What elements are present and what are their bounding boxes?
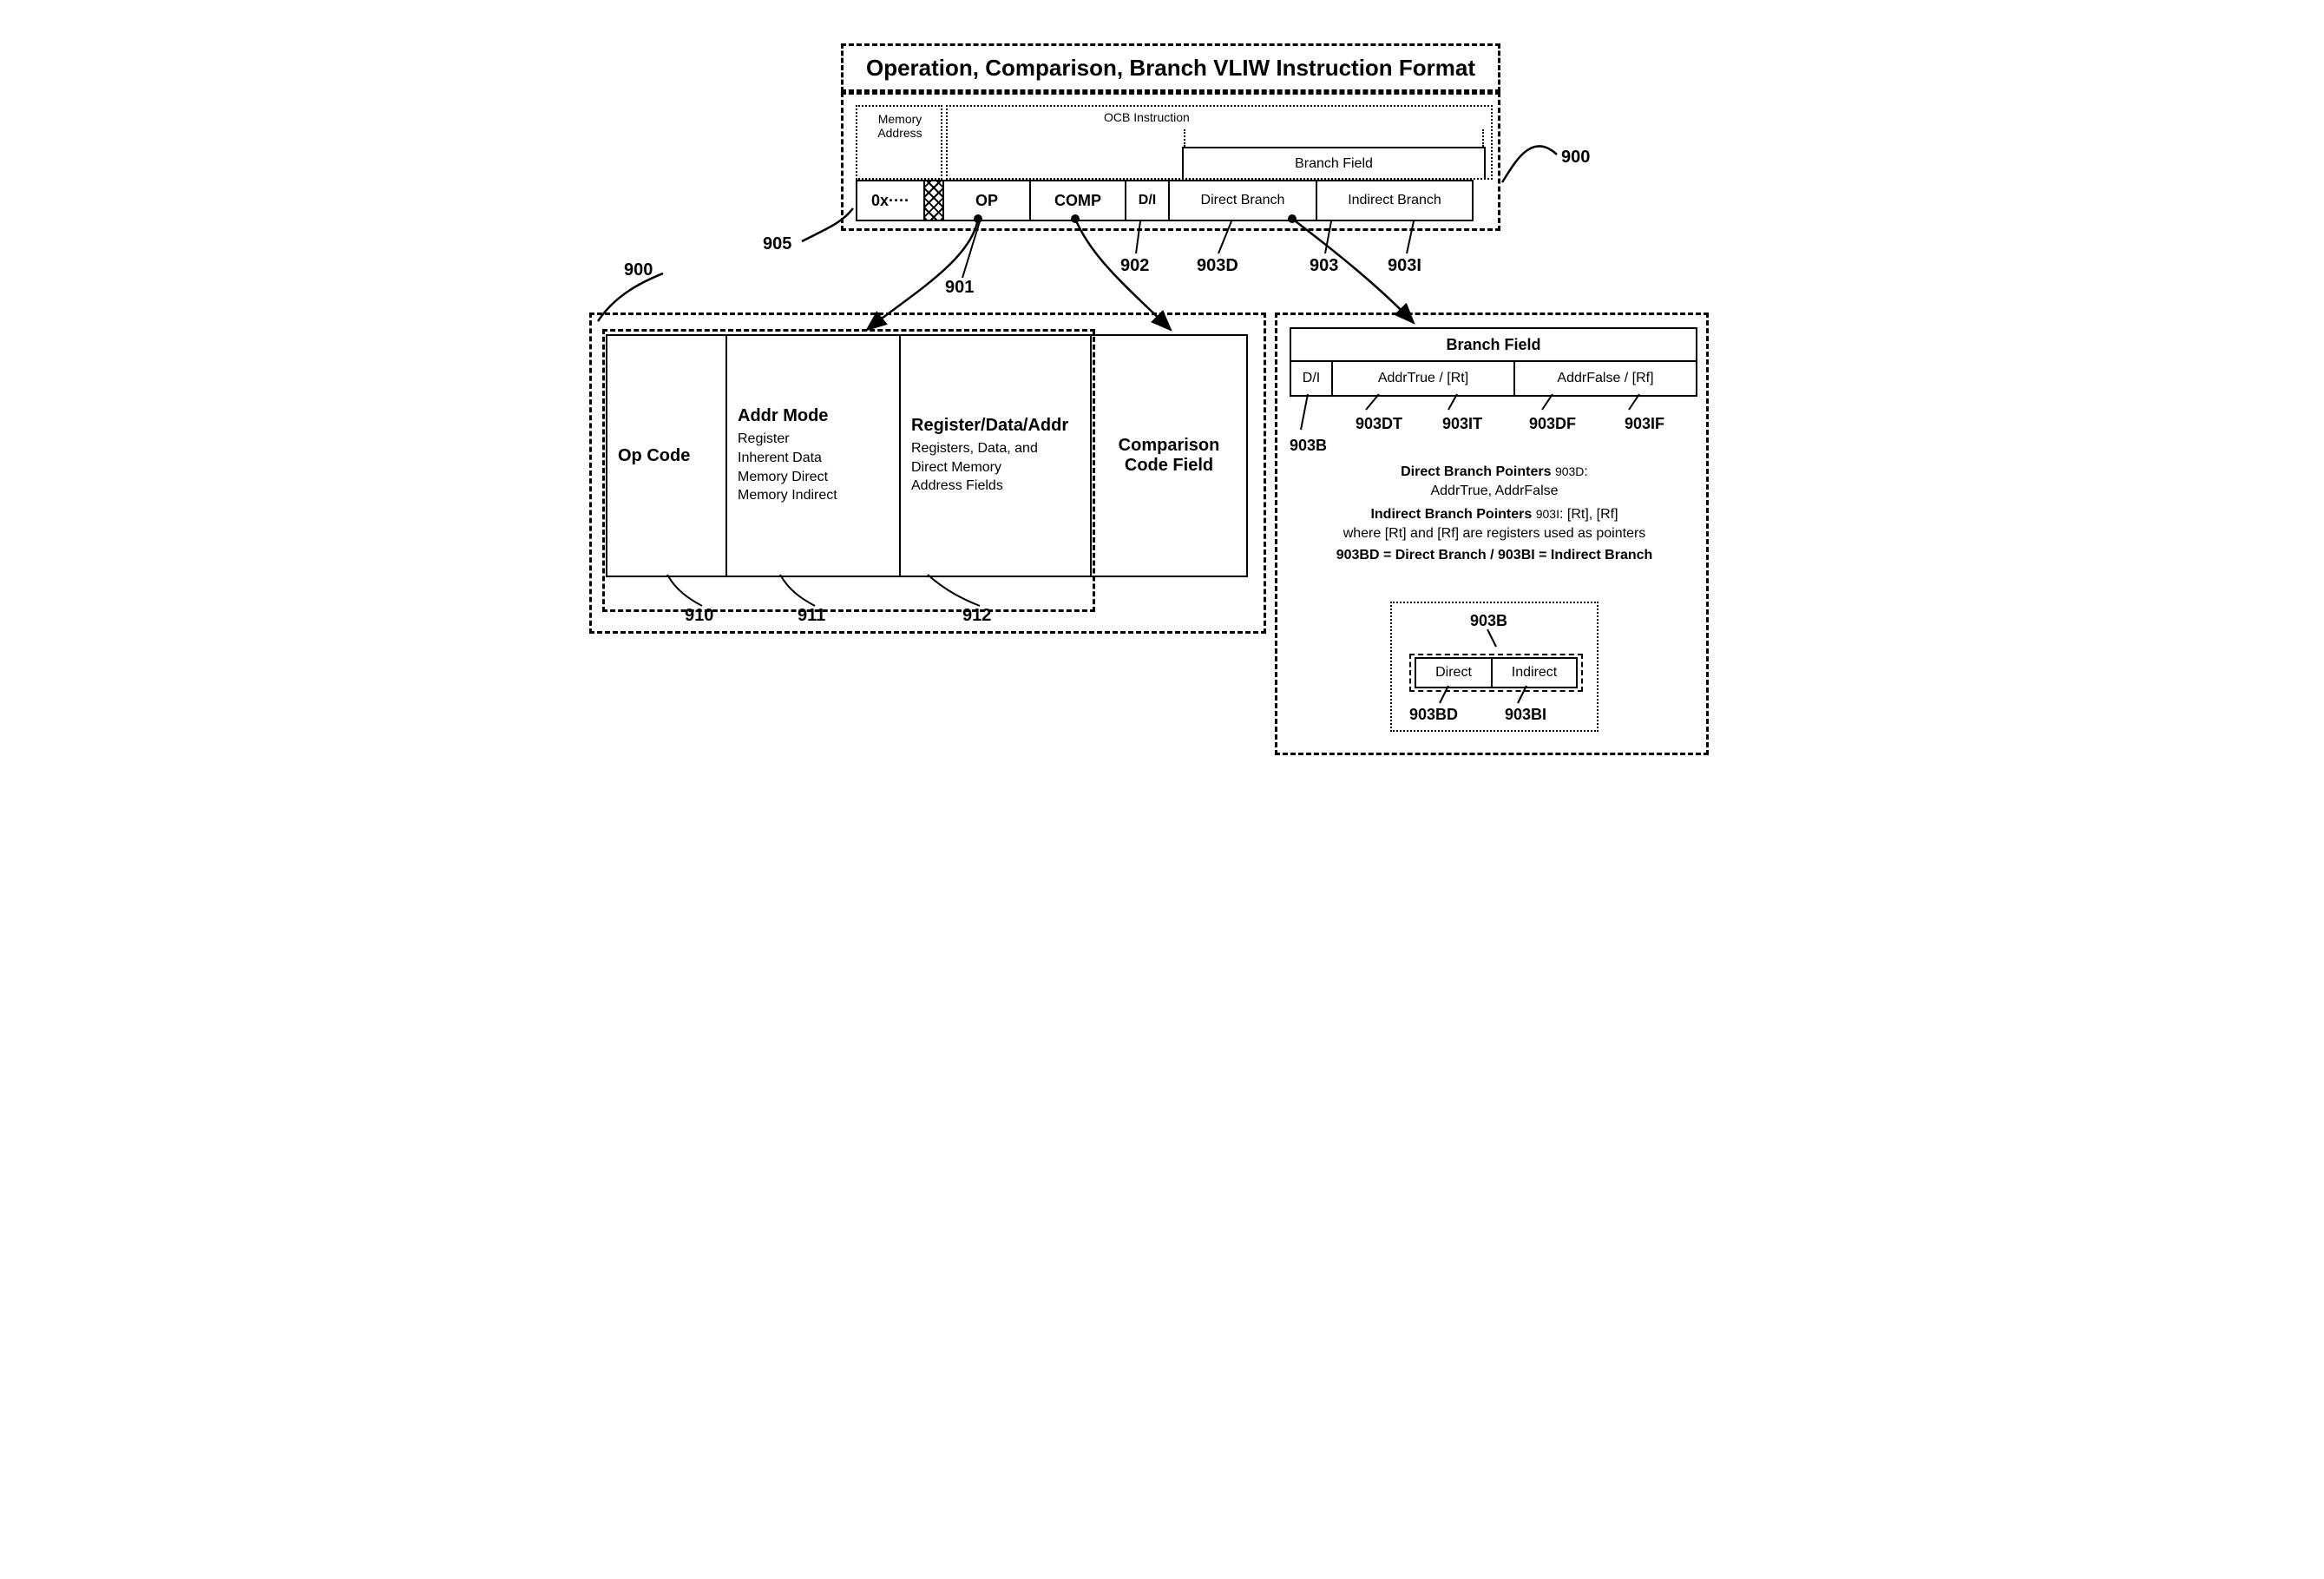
opcodes-dashdot xyxy=(602,329,1095,612)
di-expand-box: 903B Direct Indirect 903BD 903BI xyxy=(1390,602,1599,732)
ref-903I: 903I xyxy=(1388,256,1421,276)
ref-903IF: 903IF xyxy=(1625,415,1664,433)
memory-address-label: Memory Address xyxy=(861,112,939,140)
ref-903B2: 903B xyxy=(1470,612,1507,630)
direct-branch-label: Direct Branch xyxy=(1201,193,1285,208)
branch-field-header: Branch Field xyxy=(1182,147,1486,180)
ref-903B: 903B xyxy=(1290,437,1327,455)
ref-903D: 903D xyxy=(1197,256,1238,276)
diagram-title: Operation, Comparison, Branch VLIW Instr… xyxy=(866,55,1475,82)
indirect-branch-label: Indirect Branch xyxy=(1348,193,1441,208)
dbp-line2: AddrTrue, AddrFalse xyxy=(1295,482,1694,501)
ref-903DF: 903DF xyxy=(1529,415,1576,433)
di-inner-row: Direct Indirect xyxy=(1415,657,1578,688)
indirect-branch-cell: Indirect Branch xyxy=(1317,180,1474,221)
branch-detail-container: Branch Field D/I AddrTrue / [Rt] AddrFal… xyxy=(1275,313,1709,755)
comp-label: COMP xyxy=(1054,192,1101,210)
branch-subrow: D/I AddrTrue / [Rt] AddrFalse / [Rf] xyxy=(1290,362,1697,397)
ref-905: 905 xyxy=(763,234,791,254)
comp-cell: COMP xyxy=(1031,180,1126,221)
direct-branch-cell: Direct Branch xyxy=(1170,180,1317,221)
ref-912: 912 xyxy=(962,606,991,626)
ocb-label: OCB Instruction xyxy=(1104,110,1190,124)
ref-903DT: 903DT xyxy=(1356,415,1402,433)
instruction-container: Memory Address OCB Instruction Branch Fi… xyxy=(841,92,1500,231)
branch-explanation: Direct Branch Pointers 903D: AddrTrue, A… xyxy=(1295,463,1694,565)
ibp-tail: : [Rt], [Rf] xyxy=(1559,507,1618,522)
ibp-ref: 903I xyxy=(1536,507,1559,521)
branch-header-dotted xyxy=(1184,129,1484,147)
ref-903BD: 903BD xyxy=(1409,706,1458,724)
addr-value: 0x···· xyxy=(871,192,909,210)
di-cell: D/I xyxy=(1126,180,1170,221)
di-sub-label: D/I xyxy=(1303,371,1320,386)
di-subcell: D/I xyxy=(1290,362,1333,397)
addrtrue-label: AddrTrue / [Rt] xyxy=(1378,371,1468,386)
compcode-title: Comparison Code Field xyxy=(1119,436,1220,476)
addrtrue-cell: AddrTrue / [Rt] xyxy=(1333,362,1515,397)
ref-903IT: 903IT xyxy=(1442,415,1482,433)
ref-902: 902 xyxy=(1120,256,1149,276)
title-box: Operation, Comparison, Branch VLIW Instr… xyxy=(841,43,1500,92)
direct-mini-cell: Direct xyxy=(1415,657,1493,688)
addr-cell: 0x···· xyxy=(856,180,925,221)
ref-910: 910 xyxy=(685,606,713,626)
indirect-mini-cell: Indirect xyxy=(1493,657,1578,688)
ref-903BI: 903BI xyxy=(1505,706,1546,724)
branch-detail-header-label: Branch Field xyxy=(1446,336,1540,354)
ref-900a: 900 xyxy=(1561,148,1590,168)
branch-detail-header: Branch Field xyxy=(1290,327,1697,362)
op-cell: OP xyxy=(944,180,1031,221)
ibp-bold: Indirect Branch Pointers xyxy=(1370,507,1532,522)
dbp-colon: : xyxy=(1584,464,1587,479)
lower-left-container: Op Code Addr Mode Register Inherent Data… xyxy=(589,313,1266,634)
ref-901: 901 xyxy=(945,278,974,298)
branch-field-label: Branch Field xyxy=(1295,156,1373,172)
indirect-mini-label: Indirect xyxy=(1512,665,1557,681)
hatch-cell xyxy=(925,180,944,221)
dbp-bold: Direct Branch Pointers xyxy=(1401,464,1551,479)
compcode-cell: Comparison Code Field xyxy=(1092,334,1248,577)
ref-900b: 900 xyxy=(624,260,653,280)
bdbi-line: 903BD = Direct Branch / 903BI = Indirect… xyxy=(1336,548,1653,563)
addrfalse-label: AddrFalse / [Rf] xyxy=(1557,371,1653,386)
ref-911: 911 xyxy=(798,606,825,626)
ibp-line2: where [Rt] and [Rf] are registers used a… xyxy=(1295,524,1694,543)
di-label: D/I xyxy=(1139,193,1156,208)
ref-903: 903 xyxy=(1310,256,1338,276)
dbp-ref: 903D xyxy=(1555,464,1584,478)
direct-mini-label: Direct xyxy=(1435,665,1472,681)
addrfalse-cell: AddrFalse / [Rf] xyxy=(1515,362,1697,397)
diagram-canvas: Operation, Comparison, Branch VLIW Instr… xyxy=(581,35,1743,773)
op-label: OP xyxy=(975,192,998,210)
instruction-row: 0x···· OP COMP D/I Direct Branch Indirec… xyxy=(856,180,1474,221)
